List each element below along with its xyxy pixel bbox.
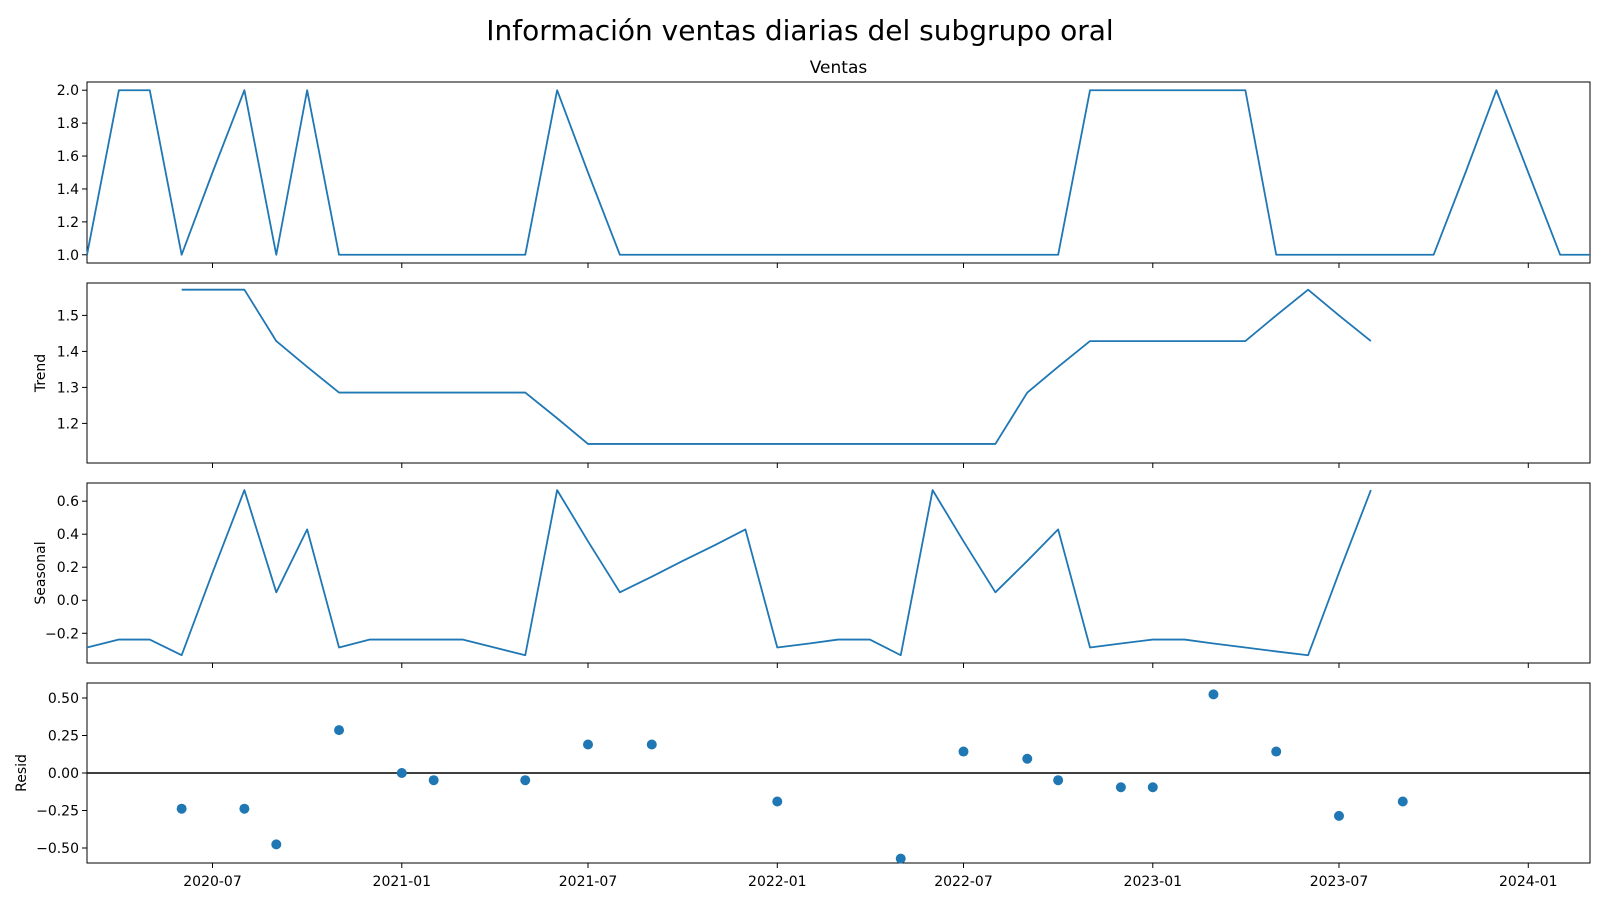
x-tick-label: 2023-07 bbox=[1310, 874, 1369, 890]
y-tick-label: 1.3 bbox=[57, 380, 79, 396]
x-tick-label: 2022-07 bbox=[934, 874, 993, 890]
series-line-seasonal bbox=[86, 489, 1372, 657]
resid-point bbox=[396, 768, 407, 778]
y-tick-label: −0.25 bbox=[36, 804, 79, 820]
x-tick-label: 2021-01 bbox=[373, 874, 432, 890]
resid-point bbox=[1147, 782, 1158, 793]
y-tick-label: 0.00 bbox=[48, 766, 79, 782]
resid-point bbox=[1115, 782, 1126, 793]
y-tick-label: 1.2 bbox=[57, 416, 79, 432]
series-line-trend bbox=[181, 288, 1372, 445]
y-tick-label: 0.0 bbox=[57, 593, 79, 609]
y-tick-label: 1.8 bbox=[57, 116, 79, 132]
y-tick-label: 1.2 bbox=[57, 215, 79, 231]
x-tick-label: 2023-01 bbox=[1124, 874, 1183, 890]
series-line-ventas bbox=[86, 89, 1590, 256]
y-tick-label: 0.6 bbox=[57, 494, 79, 510]
y-tick-label: 0.50 bbox=[48, 691, 79, 707]
y-tick-label: −0.2 bbox=[45, 626, 79, 642]
y-axis-label-trend: Trend bbox=[33, 354, 49, 393]
y-axis-label-resid: Resid bbox=[14, 754, 30, 792]
x-tick-label: 2022-01 bbox=[748, 874, 807, 890]
y-tick-label: −0.50 bbox=[36, 841, 79, 857]
y-tick-label: 1.4 bbox=[57, 344, 79, 360]
resid-point bbox=[239, 803, 250, 814]
y-tick-label: 1.6 bbox=[57, 149, 79, 165]
panel-frame-trend bbox=[86, 282, 1591, 464]
resid-point bbox=[334, 725, 345, 736]
panel-frame-ventas bbox=[86, 81, 1591, 264]
resid-point bbox=[1397, 796, 1408, 807]
y-tick-label: 0.4 bbox=[57, 527, 79, 543]
y-tick-label: 0.25 bbox=[48, 729, 79, 745]
resid-point bbox=[1271, 746, 1282, 757]
resid-point bbox=[1022, 753, 1033, 764]
x-tick-label: 2024-01 bbox=[1499, 874, 1558, 890]
resid-point bbox=[895, 853, 906, 864]
resid-point bbox=[958, 746, 969, 757]
x-tick-label: 2020-07 bbox=[183, 874, 242, 890]
resid-point bbox=[583, 739, 593, 750]
y-tick-label: 1.4 bbox=[57, 182, 79, 198]
y-tick-label: 1.5 bbox=[57, 308, 79, 324]
panel-title-ventas: Ventas bbox=[810, 58, 868, 78]
resid-point bbox=[1208, 689, 1219, 700]
y-tick-label: 2.0 bbox=[57, 83, 79, 99]
chart-title: Información ventas diarias del subgrupo … bbox=[486, 14, 1114, 47]
resid-point bbox=[176, 803, 187, 814]
resid-point bbox=[1053, 775, 1064, 786]
y-tick-label: 0.2 bbox=[57, 560, 79, 576]
panel-frame-seasonal bbox=[86, 482, 1591, 664]
x-tick-label: 2021-07 bbox=[559, 874, 618, 890]
y-tick-label: 1.0 bbox=[57, 248, 79, 264]
resid-point bbox=[646, 739, 657, 750]
resid-point bbox=[772, 796, 783, 807]
y-axis-label-seasonal: Seasonal bbox=[33, 541, 49, 604]
resid-point bbox=[428, 775, 439, 786]
resid-point bbox=[271, 839, 282, 850]
resid-point bbox=[1333, 810, 1344, 821]
resid-point bbox=[520, 775, 531, 786]
